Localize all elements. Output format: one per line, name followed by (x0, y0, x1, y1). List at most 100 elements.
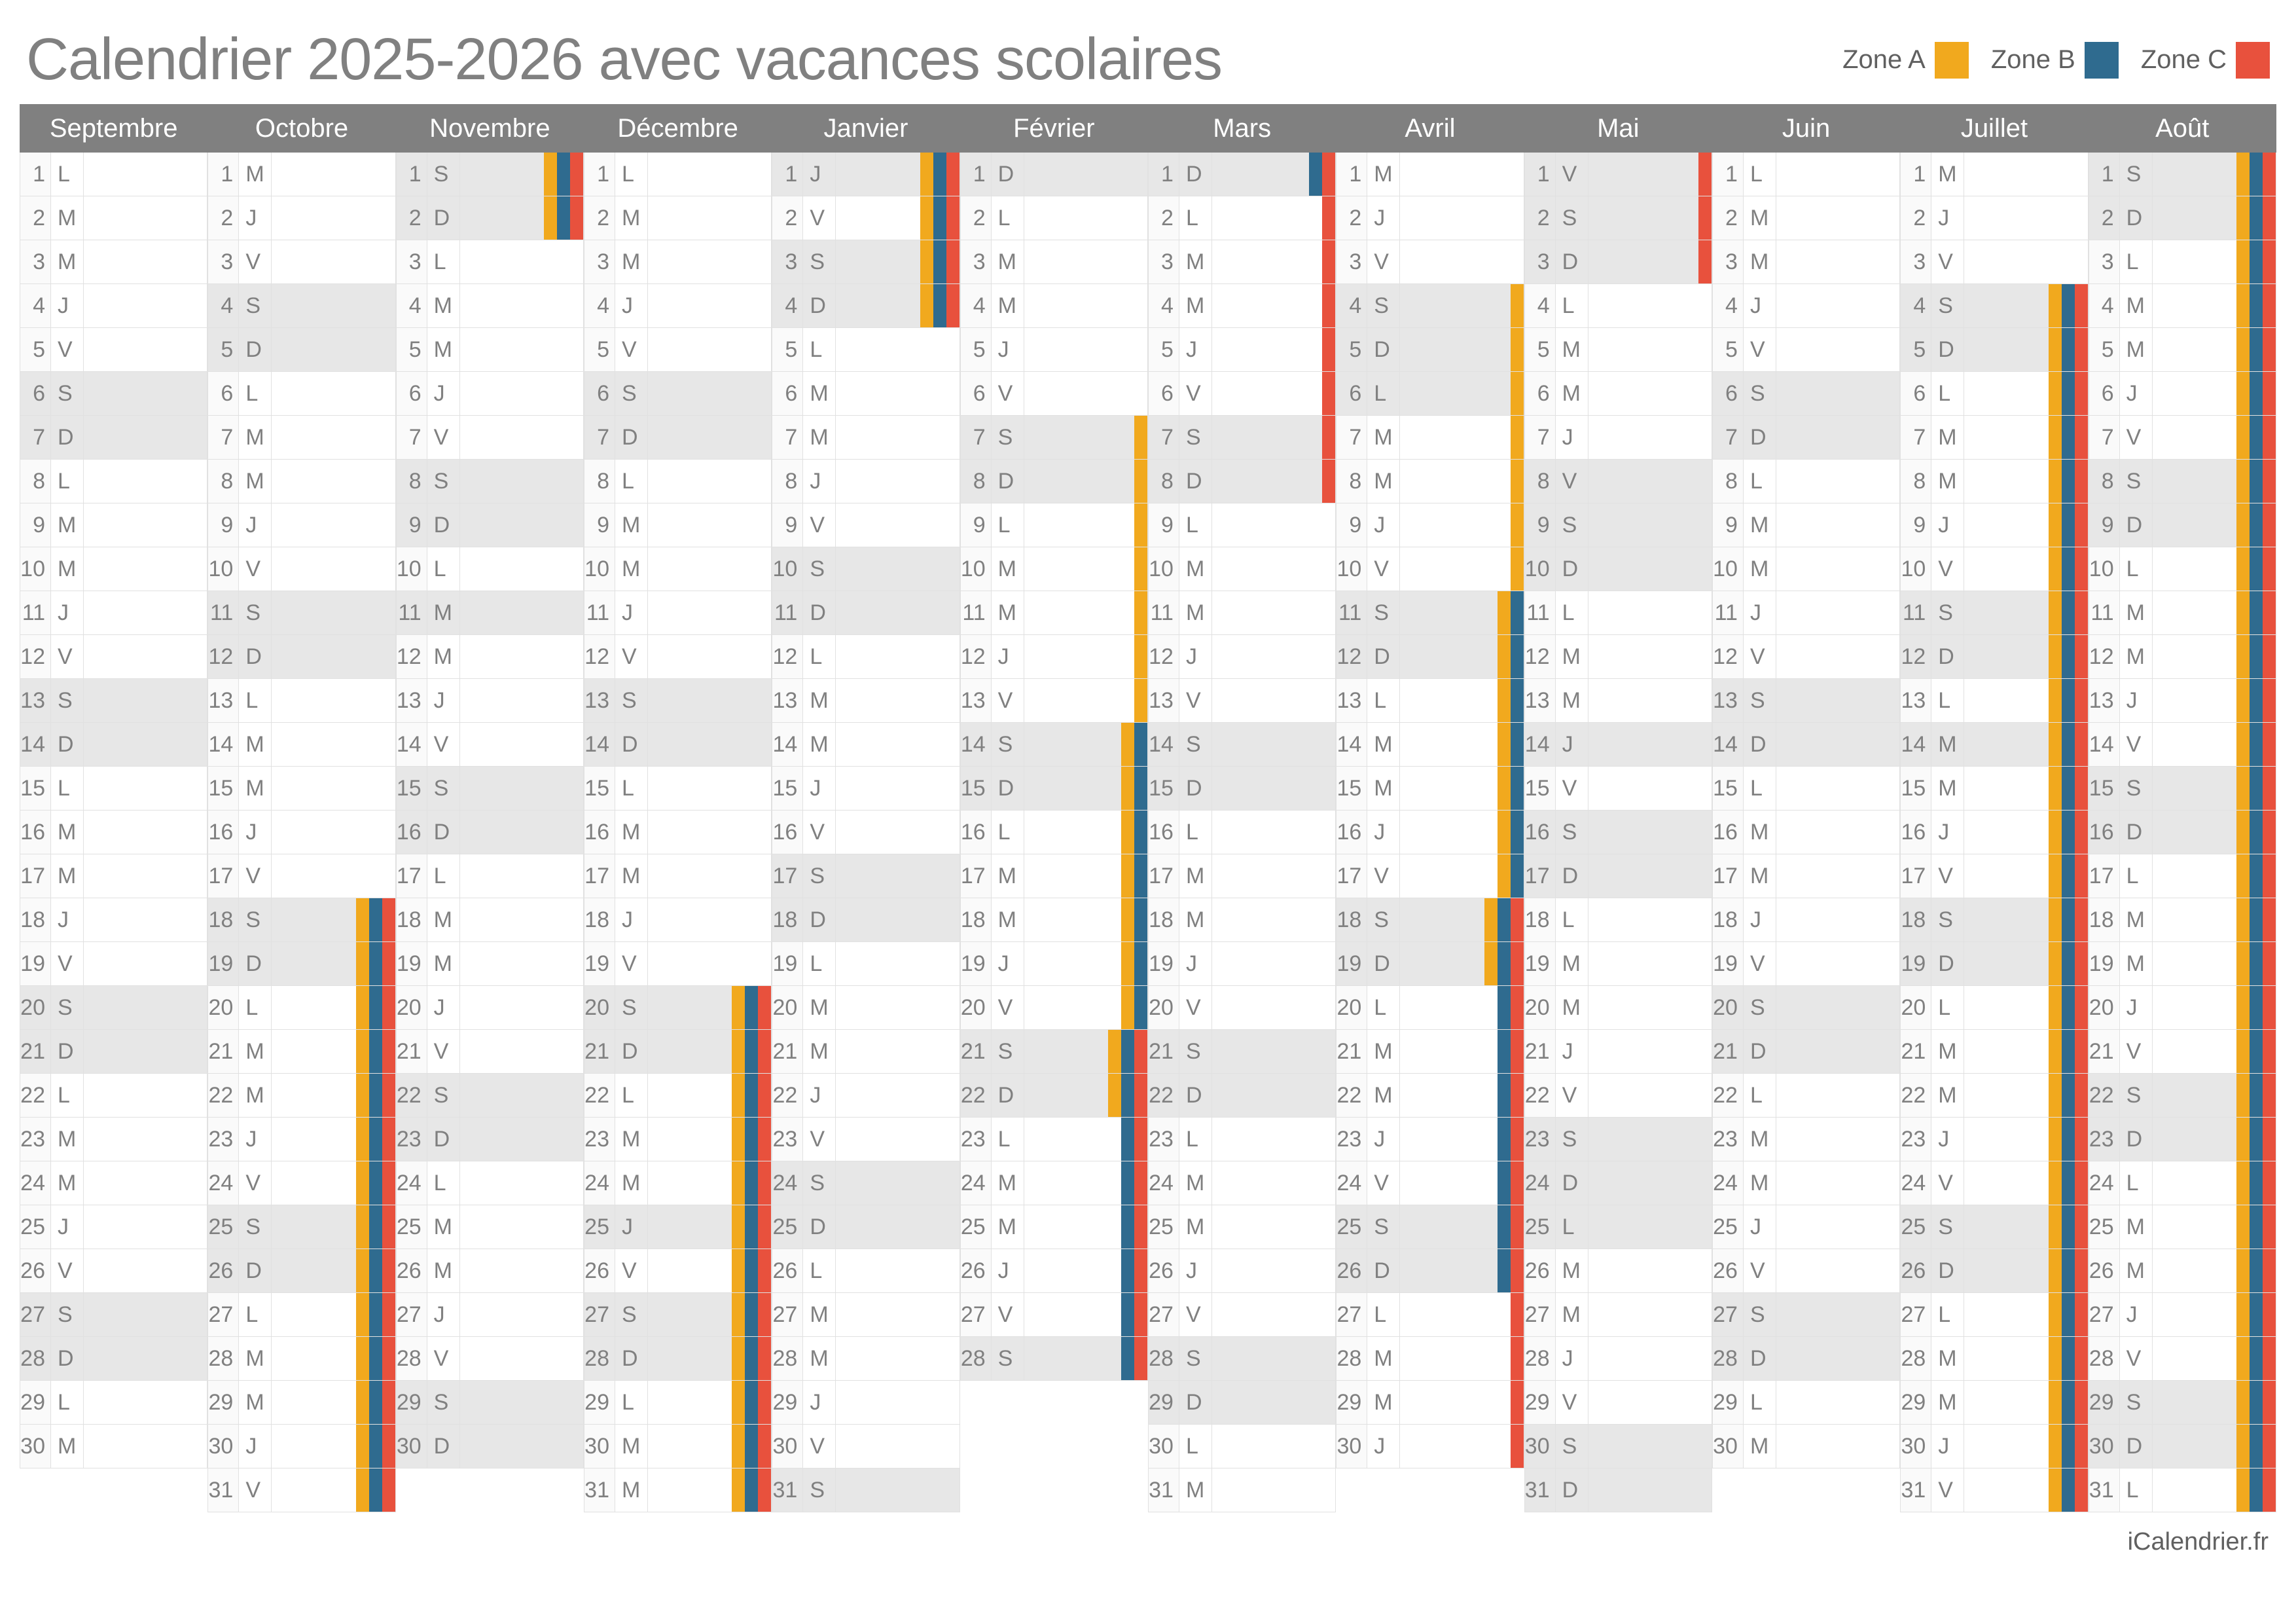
day-row: 27S (20, 1293, 207, 1337)
zone-stripe (1121, 854, 1134, 898)
day-number: 6 (584, 372, 615, 416)
day-number: 30 (396, 1425, 427, 1468)
day-letter: M (1556, 328, 1588, 372)
day-letter: L (1179, 811, 1212, 854)
day-number: 26 (960, 1249, 992, 1293)
day-body (84, 1381, 207, 1425)
day-row: 13L (1336, 679, 1524, 723)
day-number: 21 (1524, 1030, 1556, 1074)
day-number: 13 (20, 679, 51, 723)
day-body (272, 679, 395, 723)
day-number: 19 (20, 942, 51, 986)
day-body (1212, 460, 1336, 503)
day-letter: D (615, 1337, 648, 1381)
day-number: 17 (1900, 854, 1931, 898)
zone-stripe (2049, 1293, 2062, 1336)
day-row: 9L (960, 503, 1148, 547)
zone-stripe (920, 153, 933, 196)
day-body (84, 1337, 207, 1381)
day-row: 13V (1148, 679, 1336, 723)
zone-stripe (2236, 1030, 2250, 1073)
zone-stripe (2049, 591, 2062, 634)
day-letter: V (51, 942, 84, 986)
day-row: 19V (1712, 942, 1900, 986)
month-column: 1M2J3V4S5D6L7M8M9J10V11S12D13L14M15M16J1… (1900, 153, 2088, 1512)
header: Calendrier 2025-2026 avec vacances scola… (20, 26, 2276, 94)
day-body (84, 240, 207, 284)
day-number: 27 (772, 1293, 803, 1337)
day-number: 25 (1336, 1205, 1367, 1249)
day-body (272, 1337, 395, 1381)
zone-stripe (2250, 153, 2263, 196)
zone-stripe (2062, 372, 2075, 415)
day-letter: V (1179, 1293, 1212, 1337)
day-number: 10 (1336, 547, 1367, 591)
day-letter: D (1179, 460, 1212, 503)
day-row: 29M (1336, 1381, 1524, 1425)
day-letter: L (803, 635, 836, 679)
day-letter: M (427, 284, 460, 328)
zone-stripe (1511, 723, 1524, 766)
day-number: 11 (207, 591, 239, 635)
zone-stripe (2075, 1293, 2088, 1336)
day-letter: J (239, 503, 272, 547)
zone-stripe (2263, 1425, 2276, 1468)
day-body (1212, 196, 1336, 240)
day-row: 21D (20, 1030, 207, 1074)
day-number: 8 (960, 460, 992, 503)
zone-stripe (2075, 1337, 2088, 1380)
day-number: 13 (584, 679, 615, 723)
day-number: 3 (20, 240, 51, 284)
day-row: 27L (1336, 1293, 1524, 1337)
day-letter: L (2120, 547, 2153, 591)
zone-stripe (570, 153, 583, 196)
day-number: 17 (772, 854, 803, 898)
day-number: 21 (1336, 1030, 1367, 1074)
day-body (460, 460, 584, 503)
day-row: 5L (772, 328, 960, 372)
zone-stripe (570, 196, 583, 240)
day-letter: D (1931, 328, 1964, 372)
day-body (1400, 1161, 1524, 1205)
day-letter: D (992, 1074, 1024, 1118)
zone-stripe (758, 1337, 771, 1380)
legend-item: Zone B (1991, 42, 2119, 79)
day-row: 25S (207, 1205, 395, 1249)
day-letter: D (1556, 1161, 1588, 1205)
day-number: 25 (584, 1205, 615, 1249)
day-row: 26M (396, 1249, 584, 1293)
day-row: 16S (1524, 811, 1712, 854)
day-body (1588, 328, 1712, 372)
day-body (648, 460, 772, 503)
day-letter: L (1931, 986, 1964, 1030)
day-body (1964, 679, 2088, 723)
zone-stripe (1511, 854, 1524, 898)
day-number: 6 (1524, 372, 1556, 416)
day-letter: V (427, 723, 460, 767)
zone-stripe (2049, 460, 2062, 503)
day-letter: V (1179, 679, 1212, 723)
day-number: 22 (20, 1074, 51, 1118)
day-letter: L (1744, 1381, 1776, 1425)
day-body (1964, 1293, 2088, 1337)
zone-stripe (1134, 460, 1147, 503)
zone-stripe (2049, 1161, 2062, 1205)
zone-stripe (2250, 416, 2263, 459)
day-row: 3V (1336, 240, 1524, 284)
day-number: 2 (1148, 196, 1179, 240)
legend-label: Zone A (1842, 45, 1926, 75)
day-row: 1S (2089, 153, 2276, 196)
day-row: 13J (396, 679, 584, 723)
day-body (460, 153, 584, 196)
day-number: 2 (2089, 196, 2120, 240)
day-letter: J (615, 898, 648, 942)
day-letter: M (1931, 460, 1964, 503)
zone-stripe (2250, 679, 2263, 722)
day-number: 28 (1712, 1337, 1744, 1381)
day-body (1400, 679, 1524, 723)
day-number: 17 (960, 854, 992, 898)
zone-stripe (2062, 416, 2075, 459)
day-letter: M (2120, 1249, 2153, 1293)
zone-stripe (2250, 240, 2263, 283)
day-number: 15 (2089, 767, 2120, 811)
